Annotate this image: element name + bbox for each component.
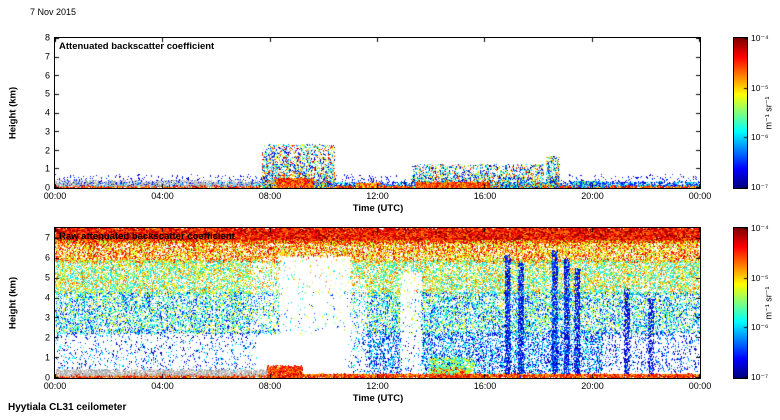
y-tick-label: 7 — [44, 232, 50, 243]
panel2-x-axis-label: Time (UTC) — [352, 393, 404, 404]
plot-area-panel2 — [54, 227, 701, 379]
y-tick-label: 8 — [44, 32, 50, 43]
colorbar-tick-label: 10⁻⁷ — [751, 371, 769, 382]
x-tick-label: 12:00 — [366, 381, 389, 391]
x-tick-label: 20:00 — [581, 381, 604, 391]
colorbar-panel1 — [733, 37, 748, 189]
instrument-label: Hyytiala CL31 ceilometer — [8, 402, 127, 413]
y-tick-label: 2 — [44, 332, 50, 343]
y-tick-label: 2 — [44, 145, 50, 155]
heatmap-canvas-panel1 — [55, 38, 700, 188]
panel1-x-axis-label: Time (UTC) — [352, 203, 404, 214]
panel2-y-axis-label: Height (km) — [7, 276, 19, 330]
y-tick-label: 5 — [44, 272, 50, 283]
plot-area-panel1 — [54, 37, 701, 189]
panel1-title: Attenuated backscatter coefficient — [59, 41, 215, 52]
date-label: 7 Nov 2015 — [30, 7, 77, 17]
panel2-colorbar-unit-label: m⁻¹ sr⁻¹ — [763, 286, 774, 320]
y-tick-label: 0 — [44, 372, 50, 383]
y-tick-label: 3 — [44, 126, 50, 137]
x-tick-label: 20:00 — [581, 191, 604, 201]
panel1-colorbar-unit-label: m⁻¹ sr⁻¹ — [763, 96, 774, 130]
colorbar-tick-label: 10⁻⁶ — [751, 321, 769, 332]
colorbar-tick-label: 10⁻⁴ — [751, 32, 769, 43]
y-tick-label: 6 — [44, 252, 50, 263]
x-tick-label: 00:00 — [43, 191, 67, 201]
x-tick-label: 08:00 — [258, 381, 282, 391]
y-tick-label: 6 — [44, 70, 50, 80]
panel2-title: Raw attenuated backscatter coefficient — [59, 231, 235, 242]
y-tick-label: 5 — [44, 88, 50, 99]
colorbar-tick-label: 10⁻⁷ — [751, 181, 769, 192]
x-tick-label: 12:00 — [366, 191, 389, 201]
y-tick-label: 4 — [44, 292, 50, 303]
heatmap-canvas-panel2 — [55, 228, 700, 378]
y-tick-label: 4 — [44, 107, 50, 118]
x-tick-label: 04:00 — [151, 191, 174, 201]
panel1-y-axis-label: Height (km) — [7, 86, 19, 140]
colorbar-panel2 — [733, 227, 748, 379]
y-tick-label: 1 — [44, 352, 50, 363]
x-tick-label: 16:00 — [473, 191, 497, 201]
x-tick-label: 08:00 — [258, 191, 282, 201]
colorbar-tick-label: 10⁻⁶ — [751, 131, 769, 142]
colorbar-gradient — [734, 228, 747, 378]
y-tick-label: 3 — [44, 312, 50, 323]
x-tick-label: 00:00 — [688, 191, 712, 201]
x-tick-label: 00:00 — [688, 381, 712, 391]
x-tick-label: 16:00 — [473, 381, 497, 391]
colorbar-gradient — [734, 38, 747, 188]
x-tick-label: 04:00 — [151, 381, 174, 391]
colorbar-tick-label: 10⁻⁵ — [751, 82, 769, 93]
y-tick-label: 7 — [44, 51, 50, 62]
y-tick-label: 1 — [44, 163, 50, 174]
y-tick-label: 0 — [44, 182, 50, 193]
x-tick-label: 00:00 — [43, 381, 67, 391]
colorbar-tick-label: 10⁻⁴ — [751, 222, 769, 233]
colorbar-tick-label: 10⁻⁵ — [751, 272, 769, 283]
